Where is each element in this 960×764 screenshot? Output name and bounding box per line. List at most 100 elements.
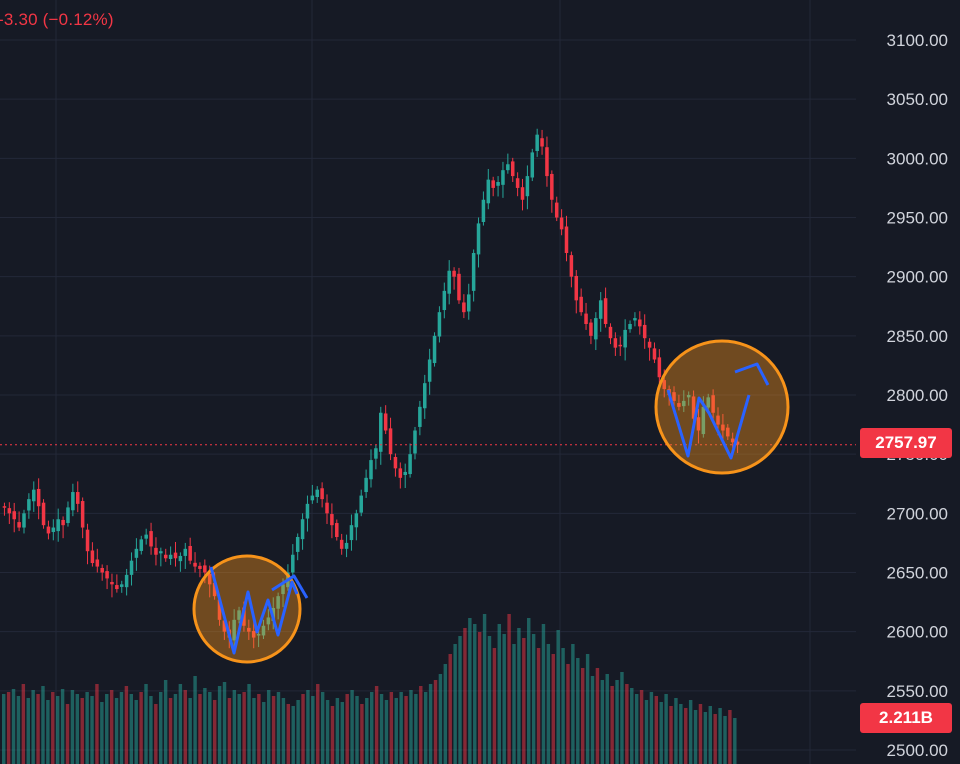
- candle-body: [183, 548, 188, 556]
- candle-body: [721, 424, 725, 431]
- volume-bar: [95, 684, 99, 764]
- candle-body: [217, 599, 222, 620]
- candle-body: [437, 312, 442, 337]
- candle-body: [207, 573, 212, 585]
- volume-bar: [203, 688, 207, 764]
- candle-body: [17, 522, 21, 528]
- y-tick-label: 3050.00: [887, 90, 948, 109]
- candle-body: [423, 383, 427, 409]
- candle-body: [198, 565, 202, 569]
- volume-bar: [296, 700, 300, 764]
- volume-bar: [55, 696, 60, 764]
- candle-body: [398, 468, 403, 478]
- volume-bar: [217, 686, 222, 764]
- candle-body: [80, 501, 85, 528]
- volume-bar: [556, 630, 560, 764]
- candle-body: [584, 313, 588, 324]
- candle-body: [691, 396, 696, 419]
- candle-body: [491, 180, 495, 188]
- volume-bar: [60, 689, 65, 764]
- candle-body: [515, 178, 520, 188]
- volume-bar: [551, 654, 555, 764]
- volume-bar: [301, 694, 305, 764]
- volume-bar: [281, 698, 286, 764]
- price-change-text: -3.30 (−0.12%): [0, 10, 114, 29]
- candle-body: [716, 415, 720, 425]
- volume-bar: [649, 692, 654, 764]
- candle-body: [393, 457, 398, 469]
- candle-body: [418, 406, 422, 427]
- volume-bar: [664, 694, 668, 764]
- volume-bar: [384, 700, 389, 764]
- candle-body: [163, 554, 168, 559]
- volume-bar: [527, 618, 531, 764]
- candle-body: [51, 527, 56, 533]
- volume-bar: [394, 698, 398, 764]
- annotation-circle-right: [654, 339, 790, 475]
- volume-bar: [41, 686, 45, 764]
- volume-bar: [458, 636, 462, 764]
- volume-bar: [183, 690, 187, 764]
- volume-bar: [242, 692, 246, 764]
- candle-body: [124, 574, 129, 588]
- volume-bar: [674, 698, 678, 764]
- volume-bar: [266, 690, 271, 764]
- candle-body: [564, 226, 569, 253]
- volume-bar: [654, 696, 659, 764]
- candle-body: [178, 555, 183, 562]
- y-tick-label: 2650.00: [887, 564, 948, 583]
- candle-body: [105, 571, 109, 579]
- y-tick-label: 3000.00: [887, 149, 948, 168]
- volume-bar: [404, 696, 408, 764]
- candle-body: [56, 519, 60, 532]
- volume-bar: [708, 706, 712, 764]
- volume-bar: [468, 618, 472, 764]
- volume-bar: [566, 664, 570, 764]
- candle-body: [2, 506, 7, 508]
- volume-bar: [679, 704, 683, 764]
- volume-bar: [340, 702, 344, 764]
- candle-body: [535, 134, 539, 151]
- y-tick-label: 2800.00: [887, 386, 948, 405]
- candle-body: [159, 551, 163, 554]
- candle-body: [193, 562, 197, 567]
- volume-bar: [576, 658, 580, 764]
- volume-bar: [330, 706, 335, 764]
- volume-bar: [541, 624, 546, 764]
- y-tick-label: 2550.00: [887, 682, 948, 701]
- candle-body: [305, 503, 310, 519]
- volume-bar: [208, 692, 212, 764]
- volume-bar: [134, 700, 138, 764]
- candle-body: [276, 596, 280, 609]
- volume-bar: [718, 708, 722, 764]
- candle-body: [335, 523, 339, 537]
- volume-bar: [644, 700, 649, 764]
- candle-body: [325, 502, 329, 514]
- volume-bar: [482, 614, 487, 764]
- volume-bar: [129, 694, 134, 764]
- candle-body: [613, 338, 618, 348]
- candle-body: [594, 318, 598, 340]
- volume-bar: [26, 698, 30, 764]
- y-tick-label: 2850.00: [887, 327, 948, 346]
- candle-body: [545, 147, 549, 177]
- volume-bar: [237, 694, 241, 764]
- candle-body: [471, 253, 476, 291]
- y-tick-label: 2900.00: [887, 268, 948, 287]
- candle-body: [540, 138, 544, 147]
- volume-bar: [428, 684, 433, 764]
- candle-body: [212, 582, 217, 597]
- candle-body: [520, 187, 525, 200]
- candle-body: [168, 554, 173, 560]
- volume-bar: [492, 648, 497, 764]
- candle-body: [603, 298, 608, 324]
- volume-bar: [232, 690, 237, 764]
- candle-body: [598, 300, 603, 319]
- volume-bar: [610, 686, 614, 764]
- candle-body: [46, 526, 51, 534]
- volume-bar: [114, 698, 119, 764]
- volume-bar: [154, 704, 158, 764]
- volume-bar: [625, 684, 629, 764]
